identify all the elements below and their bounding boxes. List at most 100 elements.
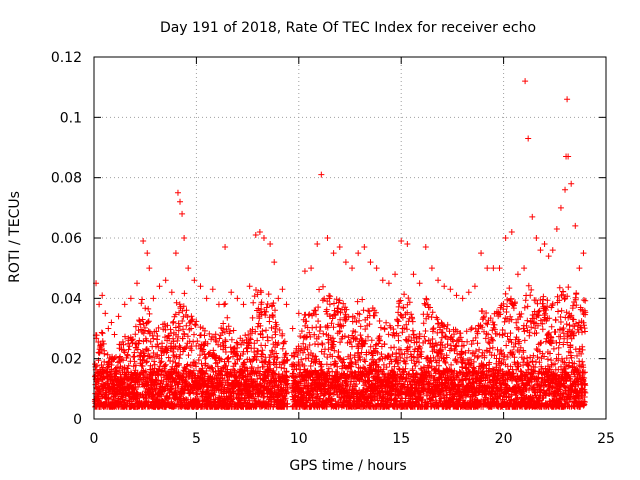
data-point bbox=[522, 78, 529, 85]
data-point bbox=[330, 250, 337, 257]
data-point bbox=[580, 250, 587, 257]
scatter-cloud bbox=[91, 282, 589, 410]
data-point bbox=[179, 210, 186, 217]
data-point bbox=[502, 235, 509, 241]
data-point bbox=[342, 259, 349, 266]
data-point bbox=[289, 325, 296, 332]
x-tick-label: 5 bbox=[192, 431, 201, 447]
y-tick-label: 0.08 bbox=[51, 171, 82, 187]
data-point bbox=[318, 171, 325, 178]
data-point bbox=[465, 289, 472, 296]
data-point bbox=[484, 265, 491, 272]
data-point bbox=[134, 280, 141, 287]
data-point bbox=[177, 198, 184, 205]
data-point bbox=[324, 235, 331, 241]
data-point bbox=[471, 283, 478, 290]
data-point bbox=[168, 289, 175, 296]
y-axis-label: ROTI / TECUs bbox=[7, 191, 23, 283]
y-tick-label: 0.04 bbox=[51, 291, 82, 307]
data-point bbox=[478, 250, 485, 257]
chart-title: Day 191 of 2018, Rate Of TEC Index for r… bbox=[160, 20, 536, 36]
data-point bbox=[181, 235, 188, 241]
data-point bbox=[336, 244, 343, 251]
data-point bbox=[271, 259, 278, 266]
data-point bbox=[541, 241, 548, 248]
data-point bbox=[435, 277, 442, 284]
data-point bbox=[102, 310, 109, 317]
data-point bbox=[111, 331, 118, 338]
data-point bbox=[557, 204, 564, 211]
y-tick-label: 0.02 bbox=[51, 352, 82, 368]
data-point bbox=[96, 301, 103, 308]
data-point bbox=[191, 277, 198, 284]
data-point bbox=[260, 235, 267, 241]
data-point bbox=[185, 265, 192, 272]
data-point bbox=[565, 153, 572, 160]
data-point bbox=[392, 271, 399, 278]
data-point bbox=[514, 271, 521, 278]
data-point bbox=[99, 292, 106, 299]
y-tick-label: 0 bbox=[73, 412, 82, 428]
data-point bbox=[209, 286, 216, 293]
data-point bbox=[314, 241, 321, 248]
y-tick-label: 0.1 bbox=[60, 110, 82, 126]
x-tick-label: 20 bbox=[495, 431, 513, 447]
data-point bbox=[537, 247, 544, 254]
data-point bbox=[568, 180, 575, 187]
data-point bbox=[349, 265, 356, 272]
data-point bbox=[379, 277, 386, 284]
data-point bbox=[295, 310, 302, 317]
data-point bbox=[367, 259, 374, 266]
data-point bbox=[564, 96, 571, 103]
data-point bbox=[174, 189, 181, 196]
data-point bbox=[576, 265, 583, 272]
x-tick-label: 0 bbox=[90, 431, 99, 447]
data-point bbox=[121, 301, 128, 308]
data-point bbox=[267, 241, 274, 248]
data-point bbox=[441, 283, 448, 290]
x-tick-label: 10 bbox=[290, 431, 308, 447]
data-point bbox=[108, 319, 115, 326]
axis-ticks: 0 5 10 15 20 25 0 0.02 0.04 0.06 0.08 0.1 0.12 bbox=[51, 50, 615, 447]
data-point bbox=[172, 250, 179, 257]
data-point bbox=[373, 265, 380, 272]
data-point bbox=[162, 277, 169, 284]
data-point bbox=[308, 265, 315, 272]
data-point bbox=[447, 286, 454, 293]
data-point bbox=[146, 265, 153, 272]
data-point bbox=[203, 295, 210, 302]
data-points bbox=[91, 78, 589, 410]
data-point bbox=[562, 186, 569, 193]
data-point bbox=[572, 222, 579, 229]
data-point bbox=[228, 289, 235, 296]
data-point bbox=[525, 135, 532, 142]
data-point bbox=[275, 295, 282, 302]
data-point bbox=[549, 247, 556, 254]
x-tick-label: 25 bbox=[597, 431, 615, 447]
x-tick-label: 15 bbox=[392, 431, 410, 447]
data-point bbox=[385, 280, 392, 287]
x-axis-label: GPS time / hours bbox=[289, 458, 406, 474]
y-tick-label: 0.06 bbox=[51, 231, 82, 247]
data-point bbox=[144, 250, 151, 257]
data-point bbox=[529, 213, 536, 220]
data-point bbox=[422, 244, 429, 251]
data-point bbox=[115, 313, 122, 320]
data-point bbox=[279, 286, 286, 293]
data-point bbox=[156, 283, 163, 290]
data-point bbox=[453, 292, 460, 299]
data-point bbox=[240, 301, 247, 308]
data-point bbox=[508, 228, 515, 235]
data-point bbox=[140, 238, 147, 245]
data-point bbox=[197, 283, 204, 290]
data-point bbox=[404, 241, 411, 248]
data-point bbox=[459, 295, 466, 302]
data-point bbox=[127, 295, 134, 302]
data-point bbox=[545, 253, 552, 260]
data-point bbox=[553, 225, 560, 232]
data-point bbox=[246, 283, 253, 290]
data-point bbox=[252, 231, 259, 238]
data-point bbox=[496, 265, 503, 272]
y-tick-label: 0.12 bbox=[51, 50, 82, 66]
